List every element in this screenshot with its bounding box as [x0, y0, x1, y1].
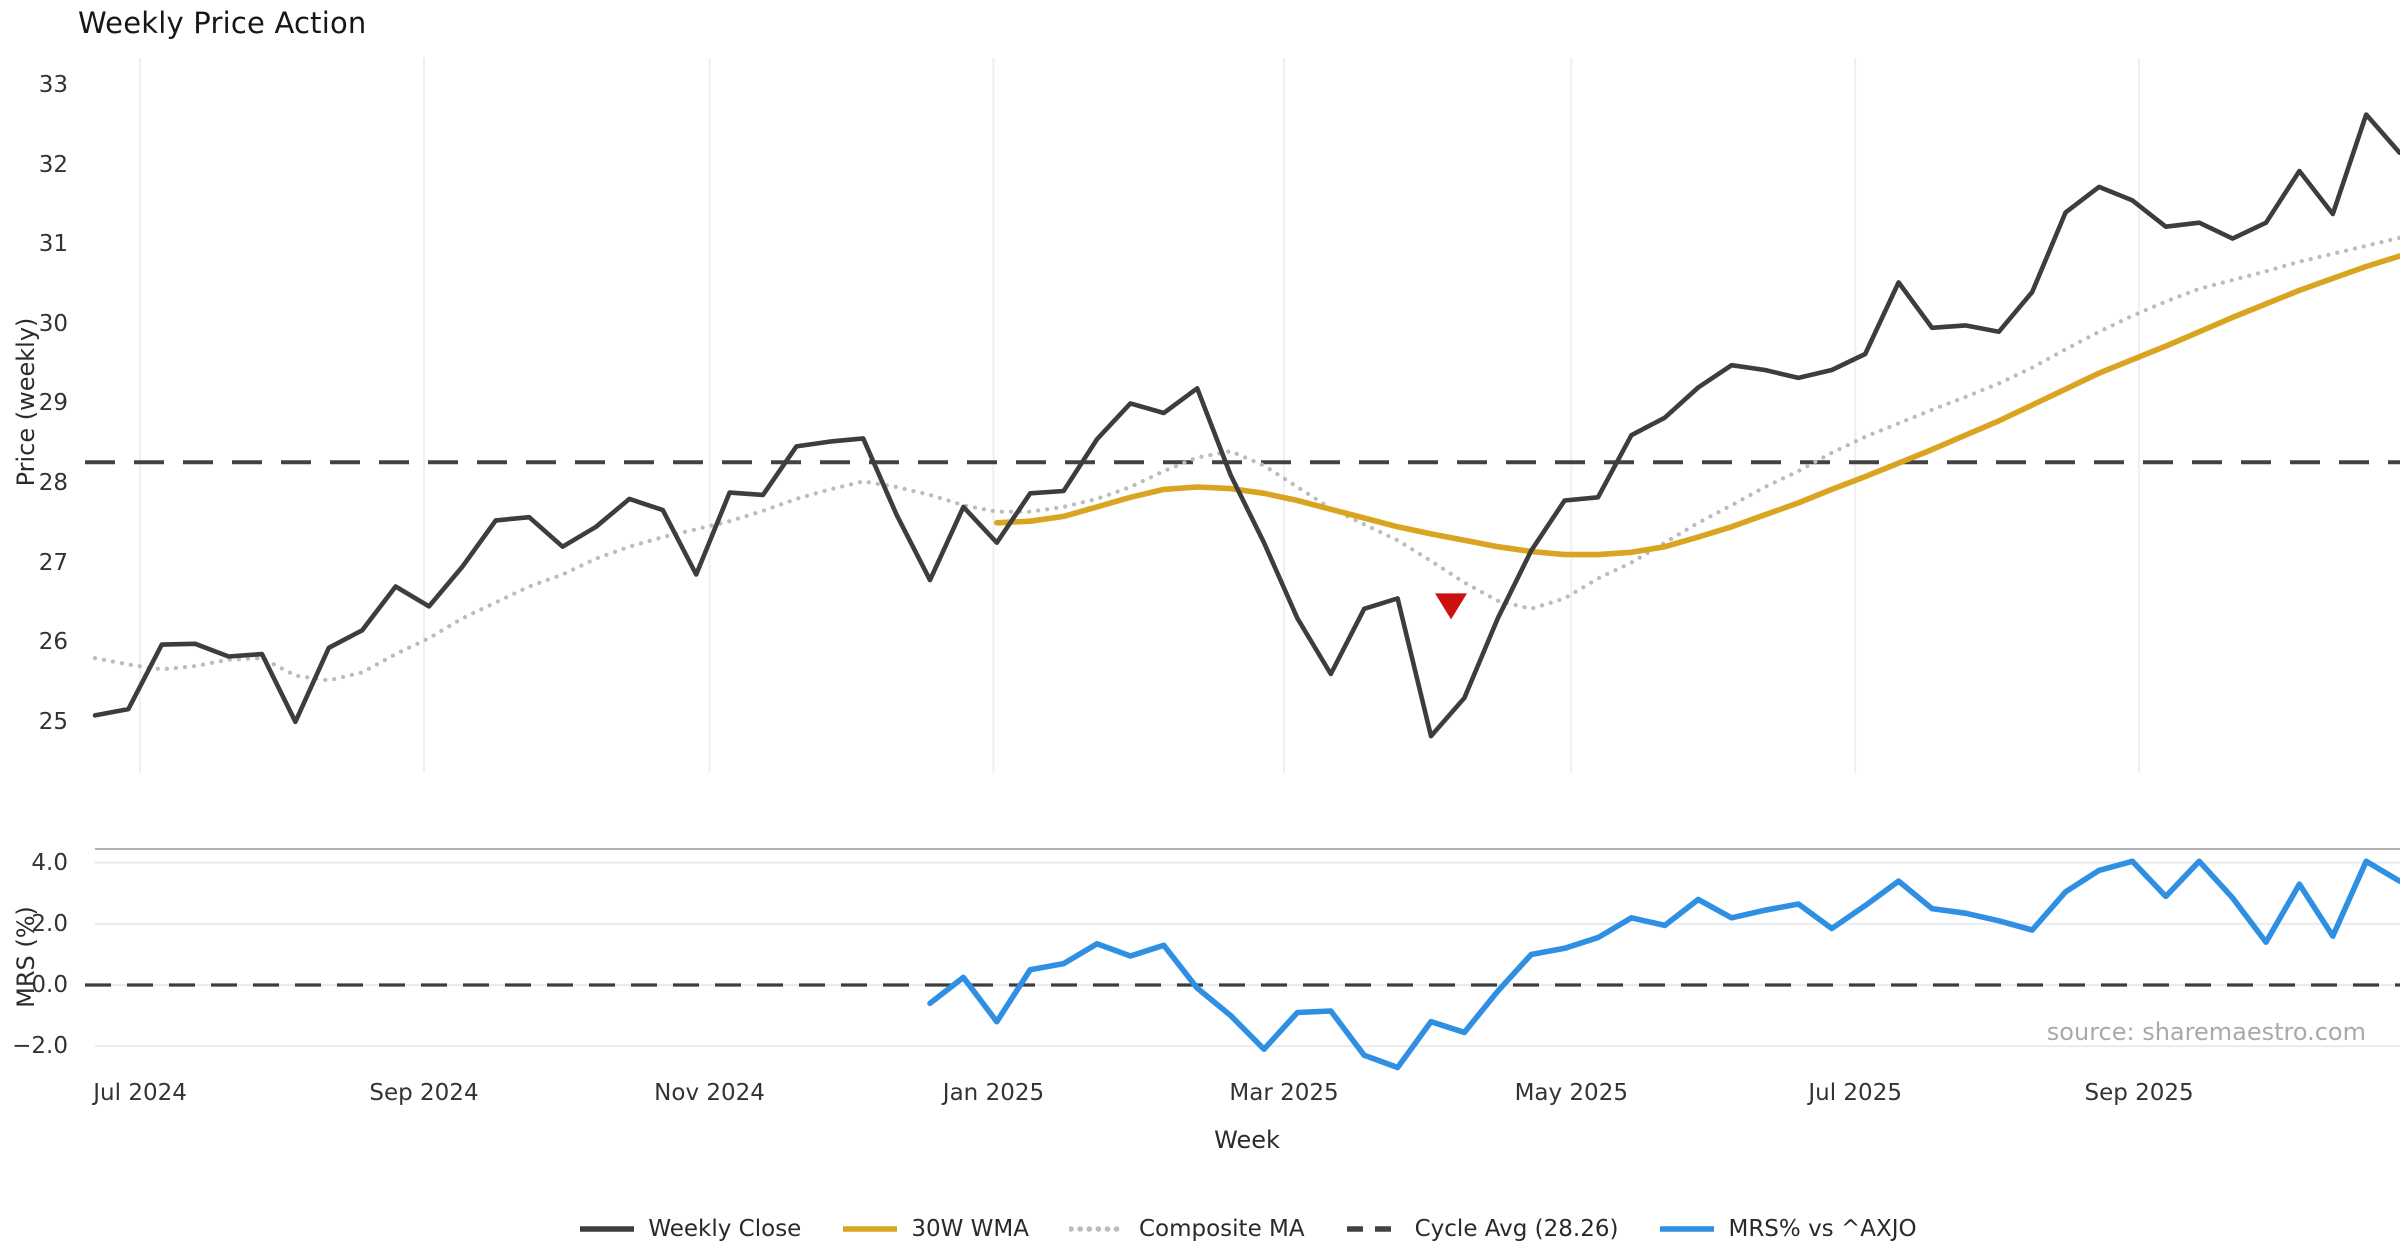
mrs-ytick-label: −2.0 — [12, 1033, 68, 1060]
legend-item-30w-wma: 30W WMA — [841, 1216, 1029, 1242]
weekly-close-swatch-icon — [580, 1226, 635, 1232]
mrs-ytick-label: 2.0 — [31, 910, 68, 937]
legend-item-cycle-avg-28-26: Cycle Avg (28.26) — [1345, 1216, 1619, 1242]
xtick-label: Mar 2025 — [1229, 1080, 1339, 1106]
wma30-line — [993, 253, 2400, 558]
price-ytick-label: 28 — [38, 470, 68, 496]
legend-label: Cycle Avg (28.26) — [1414, 1216, 1619, 1242]
legend-item-weekly-close: Weekly Close — [578, 1216, 801, 1242]
x-axis-title: Week — [1214, 1126, 1280, 1154]
xtick-label: Nov 2024 — [654, 1080, 765, 1106]
cycle-avg-28-26-swatch-icon — [1346, 1226, 1401, 1232]
xtick-label: Sep 2025 — [2084, 1080, 2194, 1106]
legend-item-composite-ma: Composite MA — [1068, 1216, 1305, 1242]
weekly-close-line — [92, 112, 2400, 739]
legend-label: Composite MA — [1138, 1216, 1305, 1242]
price-ytick-label: 31 — [38, 231, 68, 258]
mrs-line — [927, 858, 2400, 1071]
price-ytick-label: 33 — [38, 72, 68, 98]
xtick-label: Sep 2024 — [369, 1080, 479, 1106]
price-ytick-label: 30 — [38, 310, 68, 337]
price-ytick-label: 29 — [38, 390, 68, 417]
mrs-ytick-label: 0.0 — [31, 972, 68, 998]
xtick-label: Jul 2025 — [1808, 1080, 1902, 1106]
source-attribution: source: sharemaestro.com — [2046, 1018, 2366, 1046]
chart-title: Weekly Price Action — [78, 6, 367, 40]
price-ytick-label: 32 — [38, 151, 68, 178]
price-axis-title: Price (weekly) — [12, 317, 40, 487]
price-ytick-label: 27 — [38, 549, 68, 576]
xtick-label: May 2025 — [1514, 1080, 1628, 1106]
composite-ma-line — [92, 235, 2400, 683]
xtick-label: Jul 2024 — [93, 1080, 187, 1106]
legend-label: 30W WMA — [911, 1216, 1029, 1242]
mrs-vs-axjo-swatch-icon — [1660, 1226, 1715, 1232]
30w-wma-swatch-icon — [843, 1226, 898, 1232]
legend-label: Weekly Close — [648, 1216, 802, 1242]
chart-legend: Weekly Close 30W WMA Composite MA Cycle Avg… — [95, 1204, 2400, 1254]
xtick-label: Jan 2025 — [942, 1080, 1045, 1106]
legend-item-mrs-vs-axjo: MRS% vs ^AXJO — [1658, 1216, 1917, 1242]
signal-marker-triangle-down-icon — [1435, 593, 1468, 620]
price-ytick-label: 25 — [38, 708, 68, 735]
mrs-ytick-label: 4.0 — [31, 849, 68, 876]
legend-label: MRS% vs ^AXJO — [1728, 1216, 1917, 1242]
composite-ma-swatch-icon — [1068, 1226, 1127, 1232]
price-ytick-label: 26 — [38, 629, 68, 656]
